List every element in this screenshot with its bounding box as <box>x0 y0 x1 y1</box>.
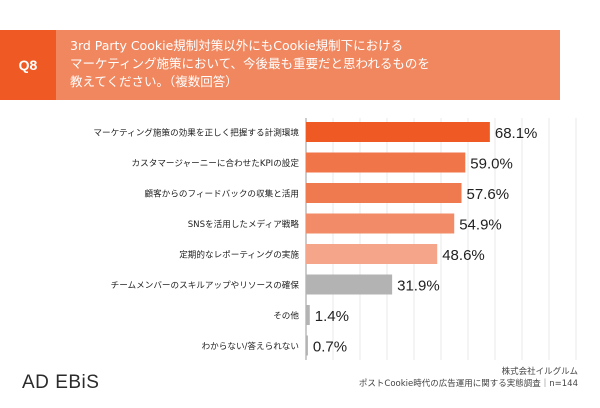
category-label: 定期的なレポーティングの実施 <box>179 249 299 261</box>
bar <box>306 305 310 325</box>
bar <box>306 244 438 264</box>
category-label: 顧客からのフィードバックの収集と活用 <box>144 188 299 200</box>
category-label: マーケティング施策の効果を正しく把握する計測環境 <box>93 127 299 139</box>
question-line-1: 3rd Party Cookie規制対策以外にもCookie規制下における <box>70 38 404 53</box>
value-label: 31.9% <box>397 278 440 295</box>
category-label: チームメンバーのスキルアップやリソースの確保 <box>111 279 300 291</box>
value-label: 54.9% <box>459 217 502 234</box>
value-label: 57.6% <box>467 186 510 203</box>
category-label: SNSを活用したメディア戦略 <box>188 218 300 230</box>
question-header: Q8 3rd Party Cookie規制対策以外にもCookie規制下における… <box>0 30 560 100</box>
question-line-3: 教えてください。（複数回答） <box>70 74 238 89</box>
question-badge: Q8 <box>0 30 56 100</box>
value-label: 48.6% <box>442 247 485 264</box>
logo-ebis-text: EBiS <box>55 372 100 393</box>
question-line-2: マーケティング施策において、今後最も重要だと思われるものを <box>70 56 430 71</box>
source-note: 株式会社イルグルム ポストCookie時代の広告運用に関する実態調査｜n=144 <box>359 366 578 390</box>
category-label: わからない/答えられない <box>202 340 299 352</box>
value-label: 68.1% <box>495 125 538 142</box>
bar <box>306 122 490 142</box>
value-label: 0.7% <box>313 339 347 356</box>
value-label: 59.0% <box>470 156 513 173</box>
logo-ad-text: AD <box>22 372 50 393</box>
bar <box>306 152 466 173</box>
bar <box>306 213 455 234</box>
value-label: 1.4% <box>315 308 349 325</box>
survey-info: ポストCookie時代の広告運用に関する実態調査｜n=144 <box>358 379 578 389</box>
bar <box>306 335 308 356</box>
bar <box>306 183 462 203</box>
adebis-logo: AD EBiS <box>22 372 99 394</box>
category-label: カスタマージャーニーに合わせたKPIの設定 <box>132 157 300 169</box>
question-text: 3rd Party Cookie規制対策以外にもCookie規制下における マー… <box>56 30 560 100</box>
company-name: 株式会社イルグルム <box>501 367 578 377</box>
category-label: その他 <box>273 310 299 322</box>
bar <box>306 274 393 295</box>
